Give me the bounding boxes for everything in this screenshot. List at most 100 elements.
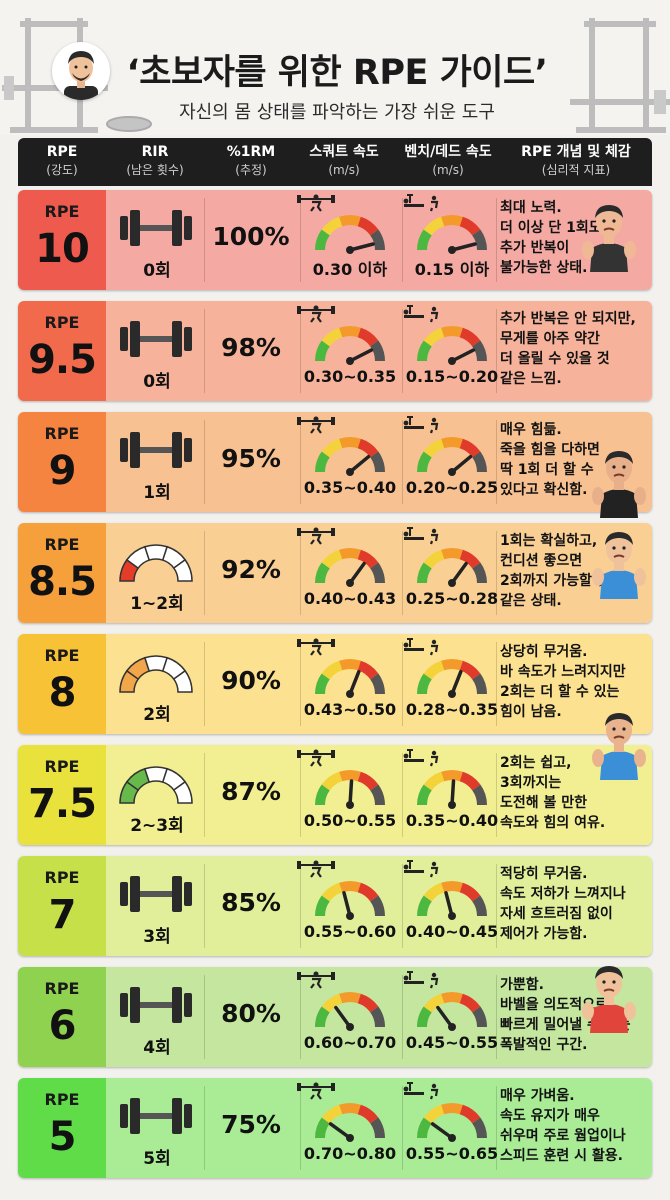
- divider: [402, 975, 403, 1059]
- divider: [402, 531, 403, 615]
- divider: [204, 753, 205, 837]
- divider: [300, 642, 301, 726]
- rpe-value: 9: [48, 448, 77, 494]
- divider: [496, 642, 497, 726]
- divider: [204, 642, 205, 726]
- rpe-cell: RPE 5: [18, 1078, 106, 1178]
- description-line: 바벨을 의도적으로: [500, 997, 608, 1013]
- column-header-bench-speed: 벤치/데드 속도 (m/s): [404, 144, 492, 177]
- bench-speed: 0.55~0.65: [405, 1144, 499, 1163]
- squat-speed: 0.30~0.35: [303, 367, 397, 386]
- bench-speed: 0.15~0.20: [405, 367, 499, 386]
- rpe-description: 2회는 쉽고, 3회까지는 도전해 볼 만한 속도와 힘의 여유.: [500, 753, 646, 833]
- bench-speed-gauge: [416, 654, 488, 698]
- column-header-rpe: RPE (강도): [46, 144, 78, 177]
- bench-speed-gauge: [416, 321, 488, 365]
- description-line: 불가능한 상태.: [500, 260, 588, 276]
- exhausted-person-icon: [580, 200, 638, 276]
- rir-value: 0회: [143, 372, 171, 392]
- description-line: 2회까지 가능할 것: [500, 573, 610, 589]
- description-line: 상당히 무거움.: [500, 644, 588, 660]
- divider: [496, 1086, 497, 1170]
- squat-speed-gauge: [314, 321, 386, 365]
- divider: [402, 1086, 403, 1170]
- bench-lifter-icon: [400, 1082, 440, 1100]
- description-line: 같은 느낌.: [500, 371, 562, 387]
- description-line: 추가 반복이: [500, 240, 570, 256]
- description-line: 딱 1회 더 할 수: [500, 462, 594, 478]
- bench-lifter-icon: [400, 638, 440, 656]
- divider: [300, 1086, 301, 1170]
- description-line: 컨디션 좋으면: [500, 553, 583, 569]
- plates-icon: [106, 116, 152, 132]
- divider: [204, 975, 205, 1059]
- squat-lifter-icon: [296, 305, 336, 323]
- bench-speed-gauge: [416, 876, 488, 920]
- column-header-squat-speed: 스쿼트 속도 (m/s): [309, 144, 379, 177]
- divider: [496, 420, 497, 504]
- barbell-icon: [118, 317, 194, 361]
- barbell-icon: [118, 206, 194, 250]
- page-title: ‘초보자를 위한 RPE 가이드’: [126, 53, 548, 93]
- squat-speed: 0.55~0.60: [303, 922, 397, 941]
- divider: [496, 864, 497, 948]
- rpe-label: RPE: [44, 424, 80, 443]
- determined-person-icon: [590, 446, 648, 522]
- description-line: 같은 상태.: [500, 593, 562, 609]
- squat-speed-gauge: [314, 1098, 386, 1142]
- description-line: 2회는 더 할 수 있는: [500, 684, 620, 700]
- squat-lifter-icon: [296, 749, 336, 767]
- squat-speed-gauge: [314, 210, 386, 254]
- percent-1rm: 95%: [221, 444, 281, 473]
- divider: [402, 420, 403, 504]
- squat-rack-right-icon: [570, 18, 670, 133]
- rpe-label: RPE: [44, 313, 80, 332]
- rpe-value: 8.5: [28, 559, 97, 605]
- divider: [204, 309, 205, 393]
- percent-1rm: 87%: [221, 777, 281, 806]
- description-line: 매우 힘듦.: [500, 422, 562, 438]
- squat-lifter-icon: [296, 194, 336, 212]
- rpe-value: 5: [48, 1114, 77, 1160]
- bench-lifter-icon: [400, 749, 440, 767]
- table-row: RPE 7 3회 85% 0.55~0.60 0.40~0.45 적당히 무거움. 속도 저하…: [18, 856, 652, 956]
- rpe-description: 1회는 확실하고, 컨디션 좋으면 2회까지 가능할 것 같은 상태.: [500, 531, 646, 611]
- rpe-cell: RPE 8: [18, 634, 106, 734]
- squat-lifter-icon: [296, 416, 336, 434]
- bench-lifter-icon: [400, 194, 440, 212]
- divider: [496, 309, 497, 393]
- rpe-description: 적당히 무거움. 속도 저하가 느껴지나 자세 흐트러짐 없이 제어가 가능함.: [500, 864, 646, 944]
- divider: [496, 753, 497, 837]
- barbell-icon: [118, 872, 194, 916]
- divider: [496, 531, 497, 615]
- rpe-description: 상당히 무거움. 바 속도가 느려지지만 2회는 더 할 수 있는 힘이 남음.: [500, 642, 646, 722]
- bench-lifter-icon: [400, 527, 440, 545]
- barbell-icon: [118, 983, 194, 1027]
- table-row: RPE 5 5회 75% 0.70~0.80 0.55~0.65 매우 가벼움. 속도 유지가…: [18, 1078, 652, 1178]
- squat-speed-gauge: [314, 876, 386, 920]
- table-row: RPE 10 0회 100% 0.30 이하 0.15 이하 최대 노력. 더 이상 단 1회…: [18, 190, 652, 290]
- arc-gauge-icon: [118, 650, 194, 694]
- page-subtitle: 자신의 몸 상태를 파악하는 가장 쉬운 도구: [179, 102, 495, 123]
- barbell-icon: [118, 428, 194, 472]
- squat-speed: 0.30 이하: [312, 260, 388, 279]
- bench-speed: 0.28~0.35: [405, 700, 499, 719]
- squat-speed: 0.35~0.40: [303, 478, 397, 497]
- bench-speed-gauge: [416, 765, 488, 809]
- description-line: 스피드 훈련 시 활용.: [500, 1148, 623, 1164]
- squat-lifter-icon: [296, 860, 336, 878]
- percent-1rm: 75%: [221, 1110, 281, 1139]
- rpe-cell: RPE 10: [18, 190, 106, 290]
- description-line: 도전해 볼 만한: [500, 795, 588, 811]
- divider: [300, 309, 301, 393]
- squat-speed: 0.70~0.80: [303, 1144, 397, 1163]
- rpe-cell: RPE 7.5: [18, 745, 106, 845]
- description-line: 속도 저하가 느껴지나: [500, 886, 626, 902]
- rpe-description: 추가 반복은 안 되지만, 무게를 아주 약간 더 올릴 수 있을 것 같은 느낌.: [500, 309, 646, 389]
- squat-lifter-icon: [296, 527, 336, 545]
- squat-speed: 0.60~0.70: [303, 1033, 397, 1052]
- column-header-rir: RIR (남은 횟수): [126, 144, 184, 177]
- rpe-value: 7: [48, 892, 77, 938]
- bench-speed-gauge: [416, 987, 488, 1031]
- rpe-cell: RPE 8.5: [18, 523, 106, 623]
